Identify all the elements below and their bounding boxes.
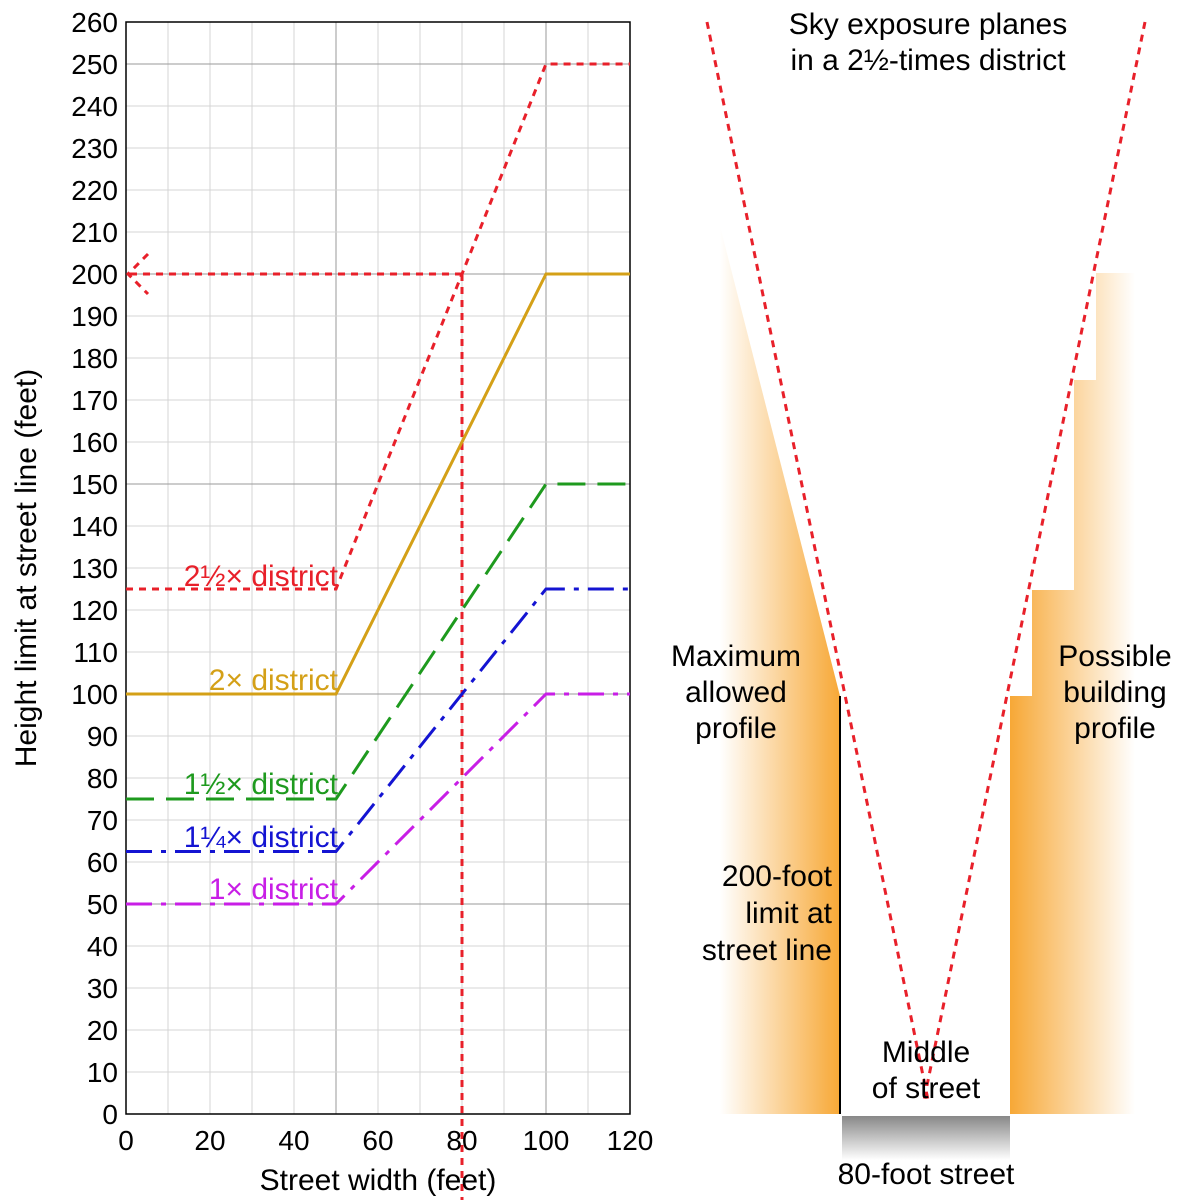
plot-frame <box>125 21 631 1115</box>
y-tick-label: 90 <box>87 721 118 752</box>
y-tick-label: 30 <box>87 973 118 1004</box>
max-allowed-profile-shape <box>720 226 840 1114</box>
y-tick-label: 250 <box>71 49 118 80</box>
y-tick-label: 50 <box>87 889 118 920</box>
y-tick-label: 200 <box>71 259 118 290</box>
street-width-label: 80-foot street <box>838 1158 1015 1191</box>
max-allowed-label-line-3: profile <box>695 712 777 745</box>
series-line-3 <box>126 587 630 853</box>
y-tick-labels: 0 10 20 30 40 50 60 70 80 90 100 110 120 130 140 150 160… <box>71 7 118 1130</box>
x-tick-label: 0 <box>118 1125 134 1156</box>
diagram-title-line-2: in a 2½-times district <box>790 44 1066 77</box>
series-label-1x: 1× district <box>209 873 339 906</box>
y-tick-label: 210 <box>71 217 118 248</box>
y-tick-label: 170 <box>71 385 118 416</box>
possible-profile-label-line-2: building <box>1063 676 1166 709</box>
series-label-1-25x: 1¼× district <box>184 821 339 854</box>
limit-label-line-1: 200-foot <box>722 860 833 893</box>
y-tick-label: 0 <box>102 1099 118 1130</box>
x-tick-label: 60 <box>362 1125 393 1156</box>
sky-exposure-plane-left <box>705 21 930 1101</box>
possible-profile-label-line-3: profile <box>1074 712 1156 745</box>
y-tick-label: 60 <box>87 847 118 878</box>
y-tick-label: 140 <box>71 511 118 542</box>
middle-of-street-line-2: of street <box>872 1072 981 1105</box>
limit-label-line-3: street line <box>702 934 832 967</box>
y-tick-label: 190 <box>71 301 118 332</box>
x-tick-label: 120 <box>607 1125 654 1156</box>
series-label-2-5x: 2½× district <box>184 560 339 593</box>
y-tick-label: 80 <box>87 763 118 794</box>
y-tick-label: 220 <box>71 175 118 206</box>
y-tick-label: 120 <box>71 595 118 626</box>
x-tick-label: 80 <box>446 1125 477 1156</box>
y-axis-label: Height limit at street line (feet) <box>10 369 43 767</box>
street-surface <box>842 1116 1010 1160</box>
y-tick-label: 70 <box>87 805 118 836</box>
y-tick-label: 160 <box>71 427 118 458</box>
series-line-1 <box>126 272 630 696</box>
reference-lines <box>125 252 464 1200</box>
y-tick-label: 110 <box>73 637 118 668</box>
diagram-title-line-1: Sky exposure planes <box>789 8 1068 41</box>
y-tick-label: 10 <box>87 1057 118 1088</box>
middle-of-street-line-1: Middle <box>882 1036 970 1069</box>
max-allowed-label-line-2: allowed <box>685 676 787 709</box>
y-tick-label: 150 <box>71 469 118 500</box>
x-tick-label: 100 <box>523 1125 570 1156</box>
y-tick-label: 240 <box>71 91 118 122</box>
max-allowed-label-line-1: Maximum <box>671 640 801 673</box>
x-tick-label: 40 <box>278 1125 309 1156</box>
sky-exposure-plane-right <box>922 21 1147 1101</box>
series-line-0 <box>126 62 630 591</box>
y-tick-label: 130 <box>71 553 118 584</box>
series-label-1-5x: 1½× district <box>184 768 339 801</box>
chart-grid <box>126 22 630 1114</box>
y-tick-label: 20 <box>87 1015 118 1046</box>
series-line-4 <box>126 692 630 906</box>
series-line-2 <box>126 482 630 801</box>
y-tick-label: 230 <box>71 133 118 164</box>
x-tick-labels: 0 20 40 60 80 100 120 <box>118 1125 653 1156</box>
series-label-2x: 2× district <box>209 664 339 697</box>
possible-building-profile-shape <box>1010 273 1135 1114</box>
reference-arrowhead <box>125 252 150 296</box>
y-tick-label: 260 <box>71 7 118 38</box>
y-tick-label: 100 <box>71 679 118 710</box>
sky-exposure-diagram: Sky exposure planes in a 2½-times distri… <box>671 8 1172 1191</box>
chart-series <box>126 62 630 906</box>
y-tick-label: 180 <box>71 343 118 374</box>
limit-label-line-2: limit at <box>745 897 832 930</box>
height-limit-chart: 0 10 20 30 40 50 60 70 80 90 100 110 120 130 140 150 160… <box>10 7 653 1200</box>
y-tick-label: 40 <box>87 931 118 962</box>
x-tick-label: 20 <box>194 1125 225 1156</box>
x-axis-label: Street width (feet) <box>260 1164 497 1197</box>
possible-profile-label-line-1: Possible <box>1058 640 1171 673</box>
